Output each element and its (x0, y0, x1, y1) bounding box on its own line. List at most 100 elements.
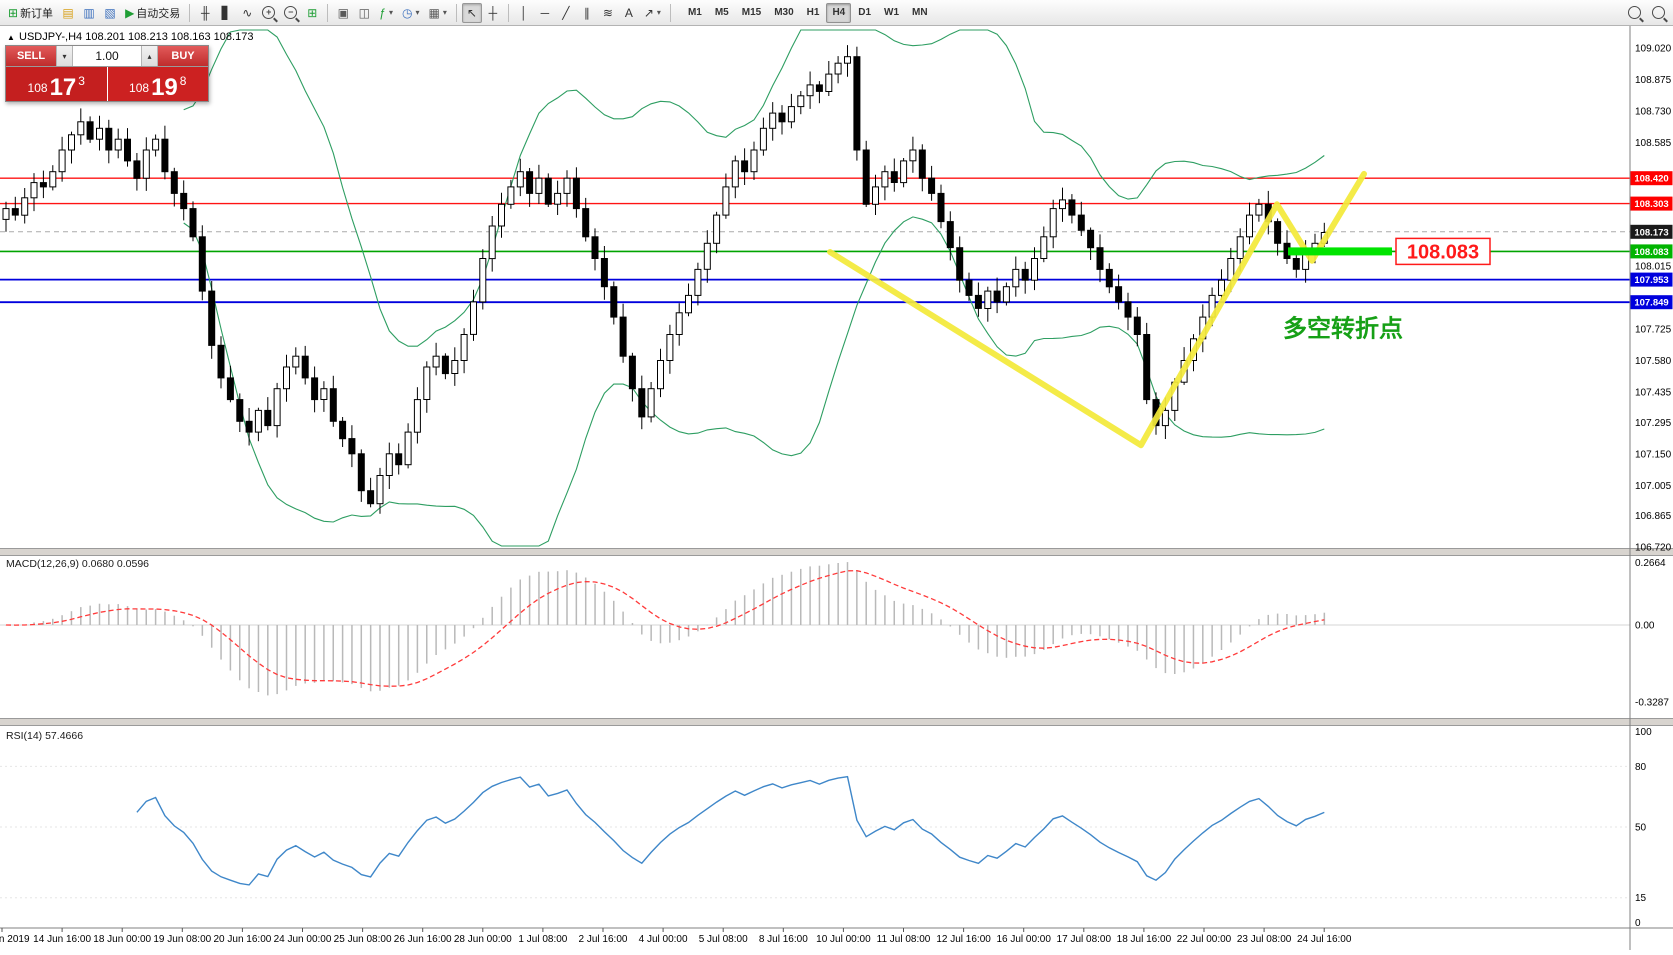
periods-button[interactable]: ◷ ▾ (398, 3, 424, 23)
support-highlight-segment[interactable] (1288, 247, 1392, 256)
price-axis-tag (1630, 196, 1673, 211)
text-label-icon: A (624, 5, 633, 20)
bar-chart-button[interactable]: ╫ (195, 3, 215, 23)
bollinger-upper-band[interactable] (183, 29, 1325, 347)
rsi-axis-label: 50 (1635, 823, 1647, 834)
yellow-trend-zigzag[interactable] (827, 170, 1367, 449)
timeframe-button-h1[interactable]: H1 (806, 7, 820, 18)
timeframe-button-mn[interactable]: MN (912, 7, 928, 18)
arrows-tool-button[interactable]: ↗ ▾ (640, 3, 665, 23)
timeframe-button-m5[interactable]: M5 (714, 7, 729, 18)
chevron-down-icon: ▾ (442, 8, 447, 17)
auto-trading-button[interactable]: ▶ 自动交易 (121, 3, 184, 23)
templates-button[interactable]: ▦ ▾ (425, 3, 451, 23)
text-tool-button[interactable]: A (619, 3, 639, 23)
time-axis-label: 17 Jul 08:00 (1057, 934, 1112, 945)
line-chart-icon: ∿ (242, 5, 253, 20)
magnifier-icon (1652, 6, 1665, 19)
timeframe-button-w1[interactable]: W1 (884, 7, 900, 18)
search-button[interactable] (1624, 3, 1645, 23)
macd-axis-label: 0.00 (1635, 621, 1655, 632)
sell-price[interactable]: 108 17 3 (6, 67, 108, 101)
rsi-axis-label: 15 (1635, 893, 1647, 904)
channel-tool-button[interactable]: ∥ (577, 3, 597, 23)
toolbar-separator (507, 3, 509, 22)
macd-histogram (5, 562, 1326, 696)
price-axis-tag-text: 107.953 (1634, 275, 1668, 286)
macd-axis-label: 0.2664 (1635, 558, 1666, 569)
time-axis-label: 25 Jun 08:00 (334, 934, 392, 945)
buy-price-point: 8 (179, 74, 187, 88)
price-axis-tag-text: 107.849 (1634, 298, 1668, 309)
navigator-button[interactable]: ▧ (100, 3, 120, 23)
buy-price[interactable]: 108 19 8 (107, 67, 208, 101)
one-click-trading-panel: SELL ▾ ▴ BUY 108 17 3 108 19 8 (5, 45, 209, 102)
timeframe-button-h4[interactable]: H4 (826, 2, 852, 23)
chart-background (0, 26, 1673, 950)
price-axis-tag (1630, 224, 1673, 239)
timeframe-button-m15[interactable]: M15 (741, 7, 762, 18)
rsi-axis-label: 80 (1635, 762, 1647, 773)
chevron-down-icon: ▾ (388, 8, 393, 17)
volume-decrease-button[interactable]: ▾ (56, 46, 73, 66)
price-axis-label: 108.875 (1635, 75, 1672, 86)
indicators-button[interactable]: ƒ ▾ (375, 3, 397, 23)
panel-divider[interactable] (0, 548, 1673, 556)
trendline-icon: ╱ (562, 5, 570, 20)
timeframe-button-m30[interactable]: M30 (774, 7, 794, 18)
cursor-tool-button[interactable]: ↖ (461, 2, 482, 23)
bollinger-lower-band[interactable] (183, 216, 1325, 547)
templates-icon: ▦ (428, 5, 440, 20)
fibonacci-tool-button[interactable]: ≋ (598, 3, 618, 23)
time-axis-label: 19 Jun 08:00 (153, 934, 211, 945)
price-axis-label: 106.865 (1635, 511, 1672, 522)
panel-divider[interactable] (0, 718, 1673, 726)
price-callout-text: 108.083 (1407, 241, 1479, 263)
cascade-windows-button[interactable]: ▣ (333, 3, 353, 23)
fibonacci-icon: ≋ (602, 5, 613, 20)
quick-search-button[interactable] (1648, 3, 1669, 23)
new-order-button[interactable]: ⊞ 新订单 (4, 3, 57, 23)
buy-button[interactable]: BUY (158, 46, 208, 66)
symbol-arrow-icon: ▲ (7, 33, 15, 42)
price-axis-tag-text: 108.303 (1634, 199, 1668, 210)
line-chart-button[interactable]: ∿ (237, 3, 257, 23)
market-watch-icon: ▤ (62, 5, 74, 20)
horizontal-line-tool-button[interactable]: ─ (535, 3, 555, 23)
price-axis-label: 107.580 (1635, 356, 1672, 367)
arrange-windows-button[interactable]: ◫ (354, 3, 374, 23)
data-window-button[interactable]: ▥ (79, 3, 99, 23)
sell-button[interactable]: SELL (6, 46, 56, 66)
time-axis-label: 16 Jul 00:00 (996, 934, 1051, 945)
zoom-out-button[interactable]: − (280, 3, 301, 23)
turning-point-label: 多空转折点 (1283, 315, 1403, 343)
candlestick-chart-button[interactable]: ▋ (216, 3, 236, 23)
arrange-windows-icon: ◫ (358, 5, 370, 20)
volume-increase-button[interactable]: ▴ (141, 46, 158, 66)
price-axis-tag (1630, 295, 1673, 310)
price-callout-box[interactable] (1395, 237, 1491, 266)
time-axis-label: 4 Jul 00:00 (639, 934, 688, 945)
timeframe-button-m1[interactable]: M1 (687, 7, 702, 18)
vertical-line-tool-button[interactable]: │ (514, 3, 534, 23)
price-axis-tag (1630, 272, 1673, 287)
market-watch-button[interactable]: ▤ (58, 3, 78, 23)
volume-input[interactable] (73, 46, 141, 66)
macd-indicator-label: MACD(12,26,9) 0.0680 0.0596 (6, 558, 149, 570)
time-axis-label: 5 Jul 08:00 (699, 934, 748, 945)
timeframe-button-d1[interactable]: D1 (858, 7, 872, 18)
price-axis-tag (1630, 244, 1673, 259)
price-axis-label: 107.295 (1635, 418, 1672, 429)
time-axis-label: 24 Jun 00:00 (274, 934, 332, 945)
trendline-tool-button[interactable]: ╱ (556, 3, 576, 23)
cascade-windows-icon: ▣ (337, 5, 349, 20)
navigator-icon: ▧ (104, 5, 116, 20)
buy-price-base: 108 (129, 81, 150, 95)
macd-signal-line (5, 570, 1325, 687)
sell-price-point: 3 (78, 74, 85, 88)
crosshair-tool-button[interactable]: ┼ (483, 3, 503, 23)
tile-windows-button[interactable]: ⊞ (302, 3, 322, 23)
zoom-in-button[interactable]: + (258, 3, 279, 23)
